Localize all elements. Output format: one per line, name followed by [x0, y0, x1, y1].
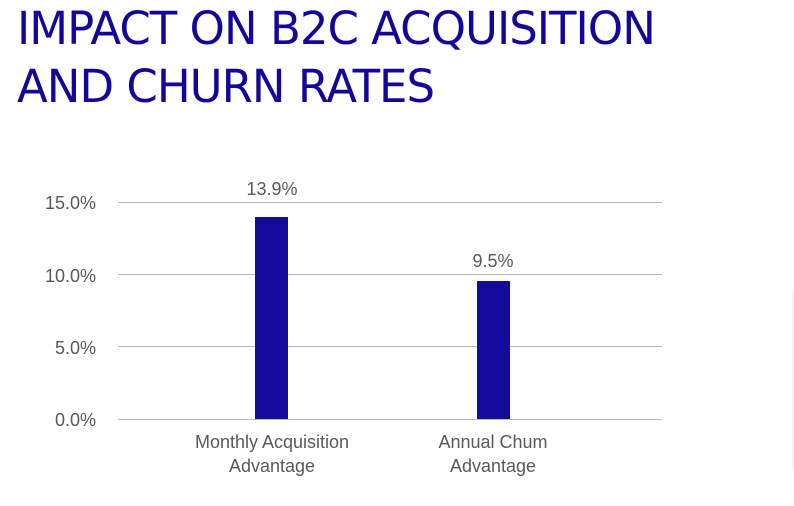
data-label: 13.9%	[246, 179, 298, 199]
gridline-10	[118, 274, 662, 275]
y-tick-label: 10.0%	[44, 266, 96, 286]
data-label: 9.5%	[472, 251, 514, 271]
edge-divider	[792, 290, 793, 470]
bar-monthly-acquisition	[255, 217, 288, 419]
y-tick-label: 5.0%	[54, 338, 96, 358]
bar-annual-churn	[477, 281, 510, 419]
x-category-label: Monthly Acquisition Advantage	[194, 432, 350, 476]
y-tick-label: 0.0%	[54, 410, 96, 430]
gridline-5	[118, 346, 662, 347]
gridline-0	[118, 419, 662, 420]
gridline-15	[118, 202, 662, 203]
x-category-label: Annual Chum Advantage	[438, 432, 548, 476]
y-tick-label: 15.0%	[44, 193, 96, 213]
chart-title-line-2: AND CHURN RATES	[17, 60, 435, 113]
chart-title: IMPACT ON B2C ACQUISITION AND CHURN RATE…	[17, 0, 656, 116]
chart-title-line-1: IMPACT ON B2C ACQUISITION	[17, 2, 656, 55]
